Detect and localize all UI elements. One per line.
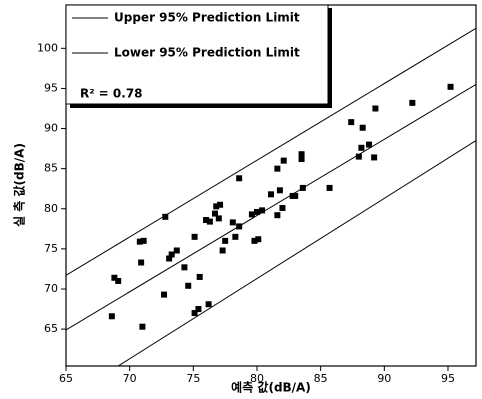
x-tick-label: 70 [123,372,137,385]
point [166,255,173,262]
point [259,207,266,214]
point [211,210,218,217]
legend-shadow [70,104,332,108]
fit-line [117,140,476,366]
x-tick-label: 75 [186,372,200,385]
fit-line [66,83,476,331]
point [229,219,236,226]
y-tick-label: 65 [44,322,58,335]
point [348,119,355,126]
point [372,105,379,112]
y-tick-label: 90 [44,122,58,135]
point [274,165,281,172]
point [219,247,226,254]
point [299,184,306,191]
point [253,208,260,215]
point [274,212,281,219]
point [181,264,188,271]
x-axis-label: 예측 값(dB/A) [231,380,311,395]
point [213,203,220,210]
y-tick-label: 100 [37,41,58,54]
point [255,236,262,243]
point [236,223,243,230]
legend: R² = 0.78 Upper 95% Prediction Limit Lowe… [65,4,332,108]
point [196,273,203,280]
legend-label: Lower 95% Prediction Limit [114,46,300,60]
y-tick-label: 85 [44,162,58,175]
point [195,306,202,313]
point [185,282,192,289]
x-tick-label: 95 [441,372,455,385]
point [222,237,229,244]
x-tick-label: 80 [250,372,264,385]
point [139,323,146,330]
y-tick-label: 80 [44,202,58,215]
point [326,184,333,191]
point [111,274,118,281]
legend-box [65,4,329,105]
point [138,259,145,266]
plot-area [66,27,476,366]
legend-label: Upper 95% Prediction Limit [114,11,300,25]
point [206,218,213,225]
r-squared: R² = 0.78 [80,87,143,101]
point [251,237,258,244]
y-tick-label: 95 [44,81,58,94]
point [203,216,210,223]
point [161,291,168,298]
point [409,99,416,106]
point [191,310,198,317]
y-axis-label: 실 측 값(dB/A) [12,143,27,227]
y-tick-label: 75 [44,242,58,255]
point [173,247,180,254]
point [371,154,378,161]
point [366,141,373,148]
point [279,204,286,211]
point [292,192,299,199]
point [162,213,169,220]
point [215,215,222,222]
point [191,233,198,240]
point [115,277,122,284]
legend-shadow [328,8,332,108]
point [136,238,143,245]
point [232,233,239,240]
y-tick-label: 70 [44,282,58,295]
point [168,251,175,258]
point [108,313,115,320]
x-tick-label: 90 [377,372,391,385]
point [205,301,212,308]
point [359,124,366,131]
point [298,156,305,163]
x-tick-label: 65 [59,372,73,385]
point [276,187,283,194]
point [358,144,365,151]
point [447,83,454,90]
point [140,237,147,244]
fit-line [66,27,476,276]
point [248,211,255,218]
point [298,151,305,158]
point [217,201,224,208]
point [236,175,243,182]
point [268,191,274,198]
x-tick-label: 85 [314,372,328,385]
point [355,153,362,160]
point [280,157,287,164]
